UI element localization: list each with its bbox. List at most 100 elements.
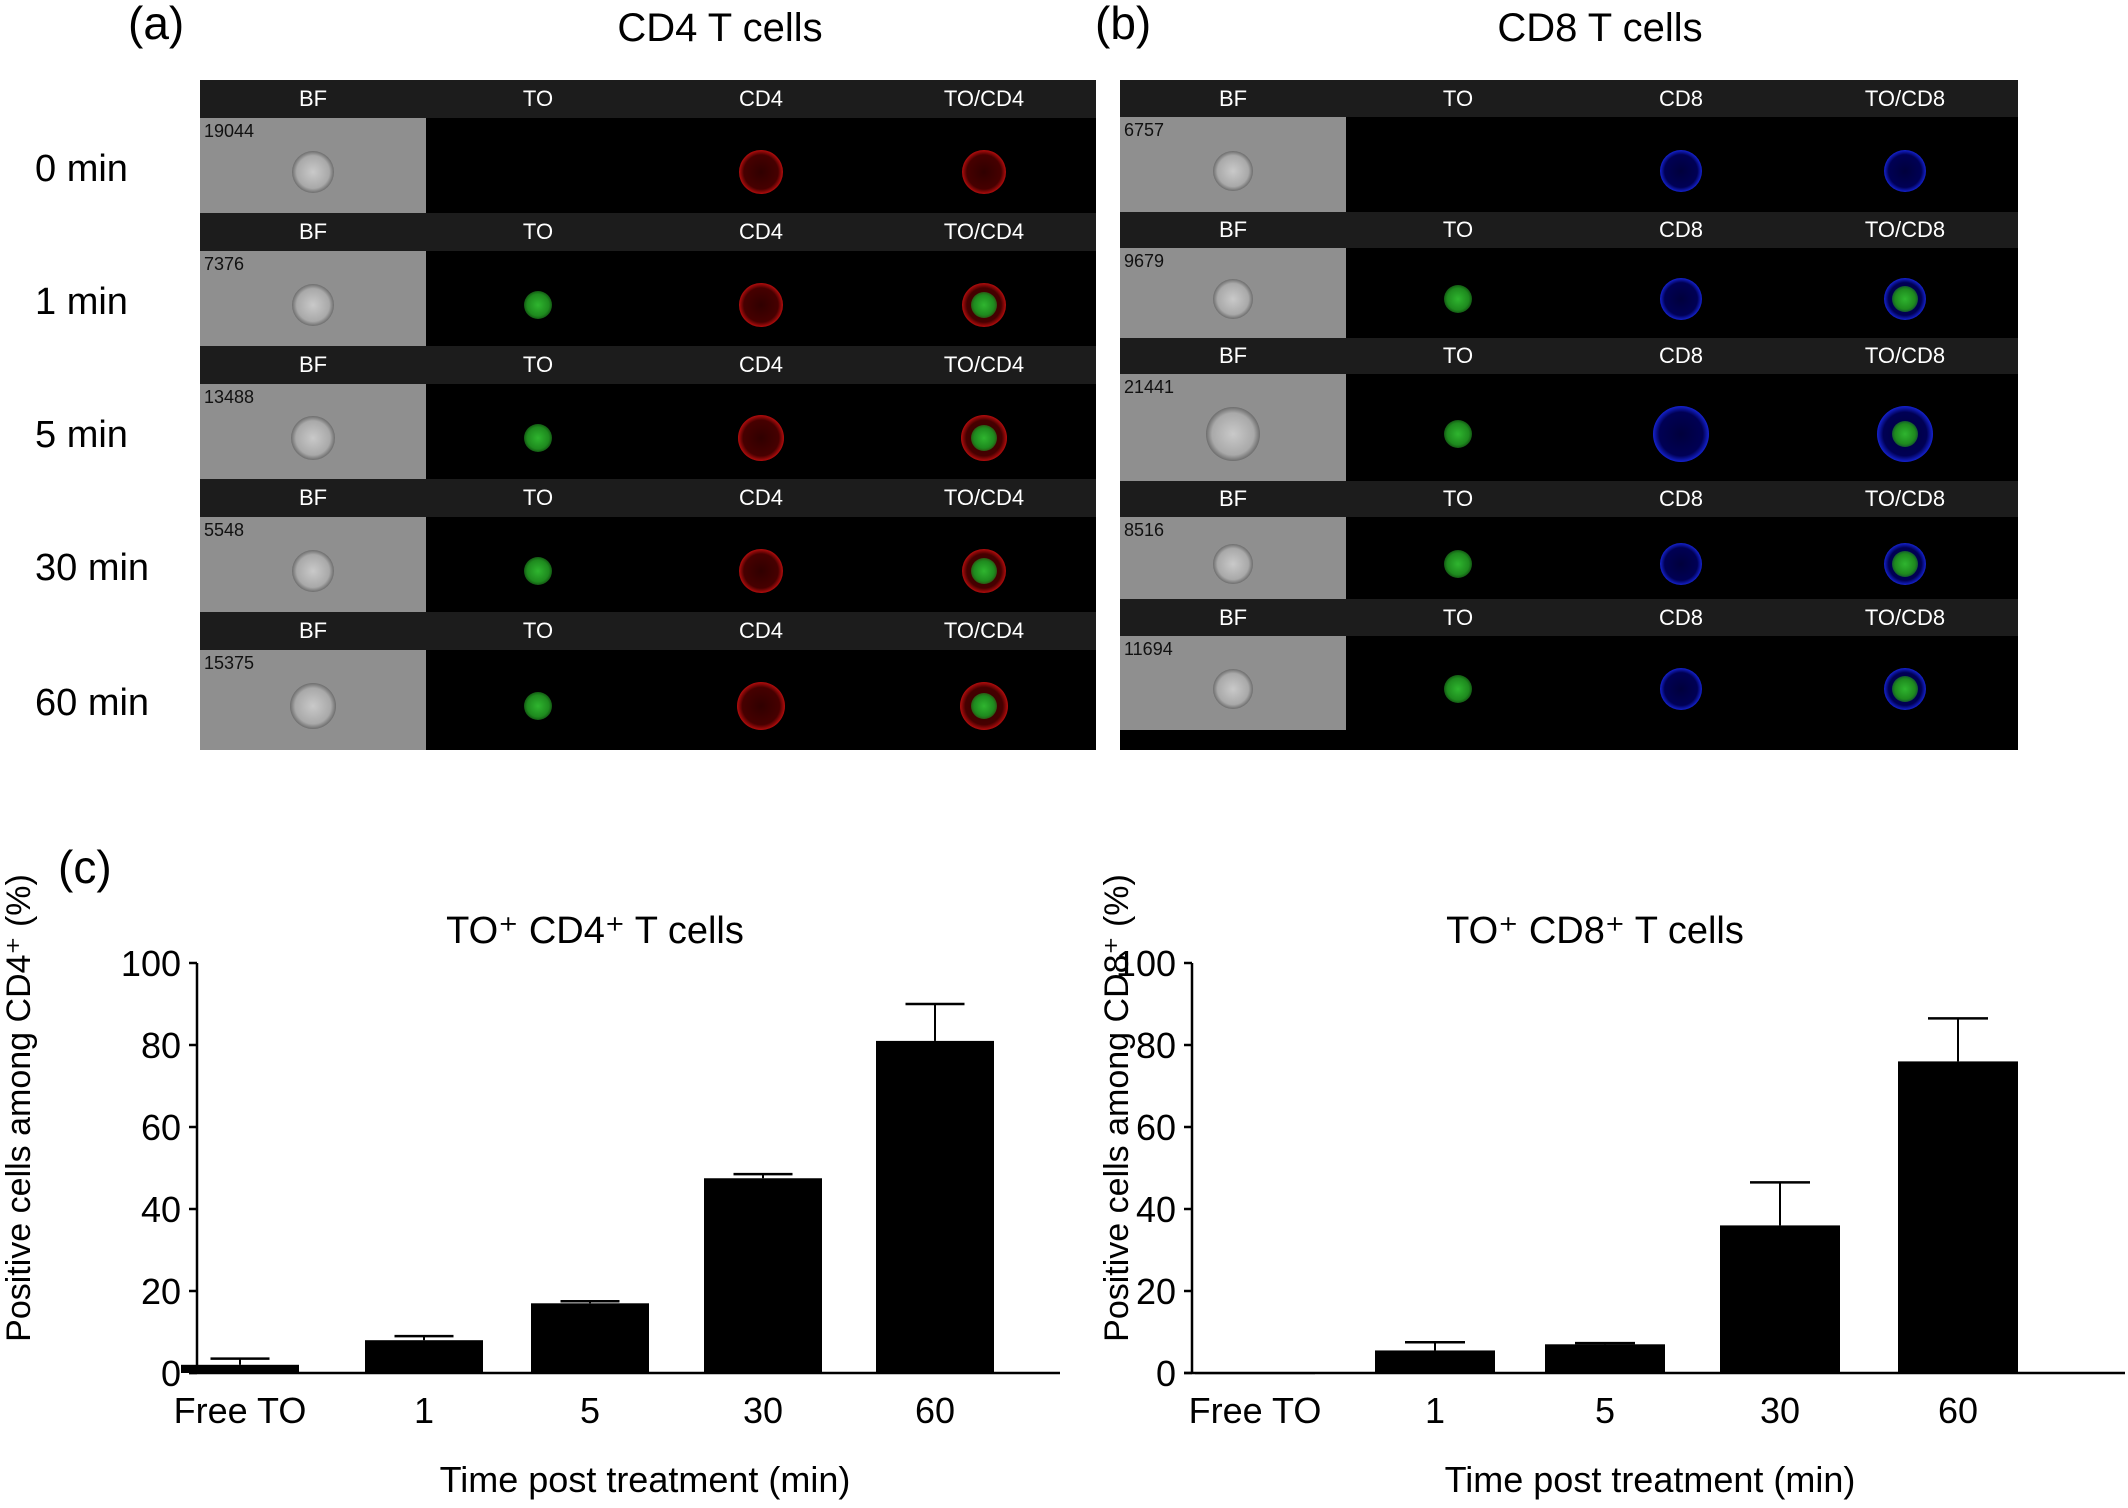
chart-title: TO⁺ CD4⁺ T cells — [446, 910, 744, 952]
x-tick-label: 30 — [743, 1390, 783, 1431]
brightfield-image: 9679 — [1120, 248, 1346, 338]
channel-label: TO/CD8 — [1864, 343, 1946, 368]
channel-label: BF — [1218, 486, 1248, 511]
channel-label: TO — [522, 485, 554, 510]
channel-header-row: BF TO CD4 TO/CD4 — [200, 346, 1096, 384]
x-tick-label: 60 — [915, 1390, 955, 1431]
bar — [1195, 1372, 1315, 1375]
marker-ring — [739, 282, 783, 327]
channel-header-row: BF TO CD8 TO/CD8 — [1120, 80, 2018, 117]
channel-label: CD8 — [1658, 85, 1704, 111]
event-id: 13488 — [204, 387, 255, 407]
channel-label: BF — [1218, 343, 1248, 368]
y-tick-label: 100 — [1116, 943, 1176, 984]
channel-header-row: BF TO CD8 TO/CD8 — [1120, 599, 2018, 636]
panel-a-letter: (a) — [128, 0, 185, 49]
brightfield-cell — [1213, 279, 1253, 319]
channel-label: CD4 — [738, 219, 784, 244]
event-id: 6757 — [1124, 120, 1165, 140]
channel-label: TO — [522, 219, 554, 244]
y-axis-label: Positive cells among CD4⁺ (%) — [0, 874, 38, 1342]
channel-label: TO — [1442, 343, 1474, 368]
brightfield-cell — [292, 549, 334, 592]
y-tick-label: 40 — [1136, 1189, 1176, 1230]
channel-label: CD4 — [738, 352, 784, 377]
overlay-to-spot — [971, 291, 997, 318]
overlay-marker-ring — [1884, 149, 1926, 192]
channel-label: TO/CD8 — [1864, 85, 1946, 111]
to-signal-spot — [524, 290, 552, 319]
bar — [365, 1340, 483, 1373]
channel-header-row: BF TO CD4 TO/CD4 — [200, 80, 1096, 118]
overlay-marker-ring — [962, 149, 1006, 194]
channel-label: TO — [1442, 486, 1474, 511]
to-signal-spot — [1444, 285, 1472, 313]
overlay-to-spot — [971, 557, 997, 584]
brightfield-cell — [1213, 544, 1253, 584]
brightfield-cell — [1213, 669, 1253, 709]
channel-label: BF — [298, 86, 328, 111]
brightfield-image: 13488 — [200, 384, 426, 479]
x-tick-label: 5 — [1595, 1390, 1615, 1431]
channel-label: TO/CD4 — [943, 485, 1025, 510]
panel-b-title: CD8 T cells — [1497, 6, 1703, 50]
event-id: 8516 — [1124, 520, 1165, 540]
channel-header-row: BF TO CD4 TO/CD4 — [200, 479, 1096, 517]
event-id: 11694 — [1124, 639, 1173, 659]
channel-header-row: BF TO CD8 TO/CD8 — [1120, 338, 2018, 374]
channel-label: CD8 — [1658, 217, 1704, 242]
brightfield-image: 5548 — [200, 517, 426, 612]
y-tick-label: 100 — [121, 943, 181, 984]
panel-a-title: CD4 T cells — [617, 6, 823, 50]
brightfield-cell — [292, 150, 334, 193]
channel-label: TO/CD4 — [943, 219, 1025, 244]
channel-header-row: BF TO CD4 TO/CD4 — [200, 612, 1096, 650]
overlay-to-spot — [971, 424, 997, 451]
to-signal-spot — [524, 556, 552, 585]
channel-header-row: BF TO CD8 TO/CD8 — [1120, 481, 2018, 517]
event-id: 21441 — [1124, 377, 1175, 397]
marker-ring — [1660, 278, 1702, 320]
marker-ring — [739, 548, 783, 593]
bar — [704, 1178, 822, 1373]
bar — [1898, 1061, 2018, 1373]
timepoint-label: 60 min — [35, 682, 150, 724]
channel-label: CD8 — [1658, 343, 1704, 368]
brightfield-image: 11694 — [1120, 636, 1346, 730]
overlay-to-spot — [1892, 420, 1918, 447]
bar — [1375, 1350, 1495, 1373]
brightfield-cell — [292, 283, 334, 326]
x-axis-label: Time post treatment (min) — [1445, 1459, 1856, 1500]
x-tick-label: 1 — [414, 1390, 434, 1431]
brightfield-image: 7376 — [200, 251, 426, 346]
to-signal-spot — [1444, 675, 1472, 703]
overlay-to-spot — [971, 693, 997, 719]
overlay-to-spot — [1892, 676, 1918, 702]
channel-label: CD4 — [738, 86, 784, 111]
brightfield-image: 8516 — [1120, 517, 1346, 599]
marker-ring — [739, 149, 783, 194]
channel-label: TO — [1442, 85, 1474, 111]
channel-label: BF — [298, 485, 328, 510]
x-tick-label: 30 — [1760, 1390, 1800, 1431]
event-id: 5548 — [204, 520, 245, 540]
timepoint-label: 0 min — [35, 147, 128, 190]
channel-label: TO/CD8 — [1864, 217, 1946, 242]
marker-ring — [1660, 543, 1702, 585]
y-tick-label: 60 — [141, 1107, 181, 1148]
bar — [876, 1040, 994, 1373]
channel-label: BF — [298, 352, 328, 377]
channel-header-row: BF TO CD4 TO/CD4 — [200, 213, 1096, 251]
cd4-bar-chart: TO⁺ CD4⁺ T cells 0 20 40 60 80 100 Positive cel… — [0, 874, 1060, 1500]
brightfield-image: 19044 — [200, 118, 426, 213]
y-tick-label: 80 — [141, 1025, 181, 1066]
brightfield-cell — [1213, 150, 1253, 191]
channel-label: BF — [1218, 217, 1248, 242]
brightfield-image: 21441 — [1120, 374, 1346, 481]
event-id: 9679 — [1124, 251, 1165, 271]
panel-b-letter: (b) — [1095, 0, 1152, 49]
channel-label: TO/CD4 — [943, 618, 1025, 643]
x-tick-label: 5 — [580, 1390, 600, 1431]
channel-label: CD8 — [1658, 604, 1704, 630]
